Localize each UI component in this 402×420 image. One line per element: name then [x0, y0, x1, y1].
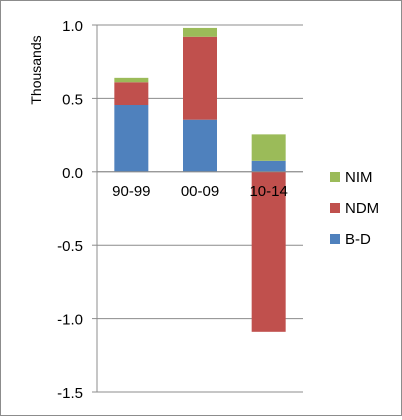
y-tick-label: -1.0 — [57, 312, 83, 329]
bar-nim-10-14 — [251, 134, 286, 161]
legend-swatch — [330, 234, 340, 244]
y-tick-label: -0.5 — [57, 238, 83, 255]
legend-label: NIM — [345, 169, 373, 186]
y-tick-label: 0.5 — [62, 91, 83, 108]
y-tick-label: 0.0 — [62, 165, 83, 182]
bar-nim-90-99 — [114, 77, 149, 83]
legend-swatch — [330, 172, 340, 182]
bars — [114, 27, 286, 332]
legend-label: NDM — [345, 200, 379, 217]
x-category-label: 00-09 — [181, 183, 219, 200]
legend-label: B-D — [345, 231, 371, 248]
bar-b-d-00-09 — [183, 119, 217, 172]
y-tick-label: -1.5 — [57, 385, 83, 402]
y-tick-label: 1.0 — [62, 18, 83, 35]
bar-b-d-10-14 — [251, 160, 286, 172]
bar-ndm-90-99 — [114, 82, 149, 106]
bar-ndm-10-14 — [251, 171, 286, 332]
axes: 1.0 0.5 0.0 -0.5 -1.0 -1.5 90-99 00-09 10-14 — [57, 18, 303, 402]
bar-nim-00-09 — [183, 27, 217, 37]
bar-b-d-90-99 — [114, 105, 149, 172]
x-category-label: 10-14 — [249, 183, 287, 200]
y-axis-label: Thousands — [28, 35, 44, 104]
legend: NIM NDM B-D — [330, 169, 379, 248]
bar-ndm-00-09 — [183, 36, 217, 120]
legend-swatch — [330, 203, 340, 213]
x-category-label: 90-99 — [112, 183, 150, 200]
